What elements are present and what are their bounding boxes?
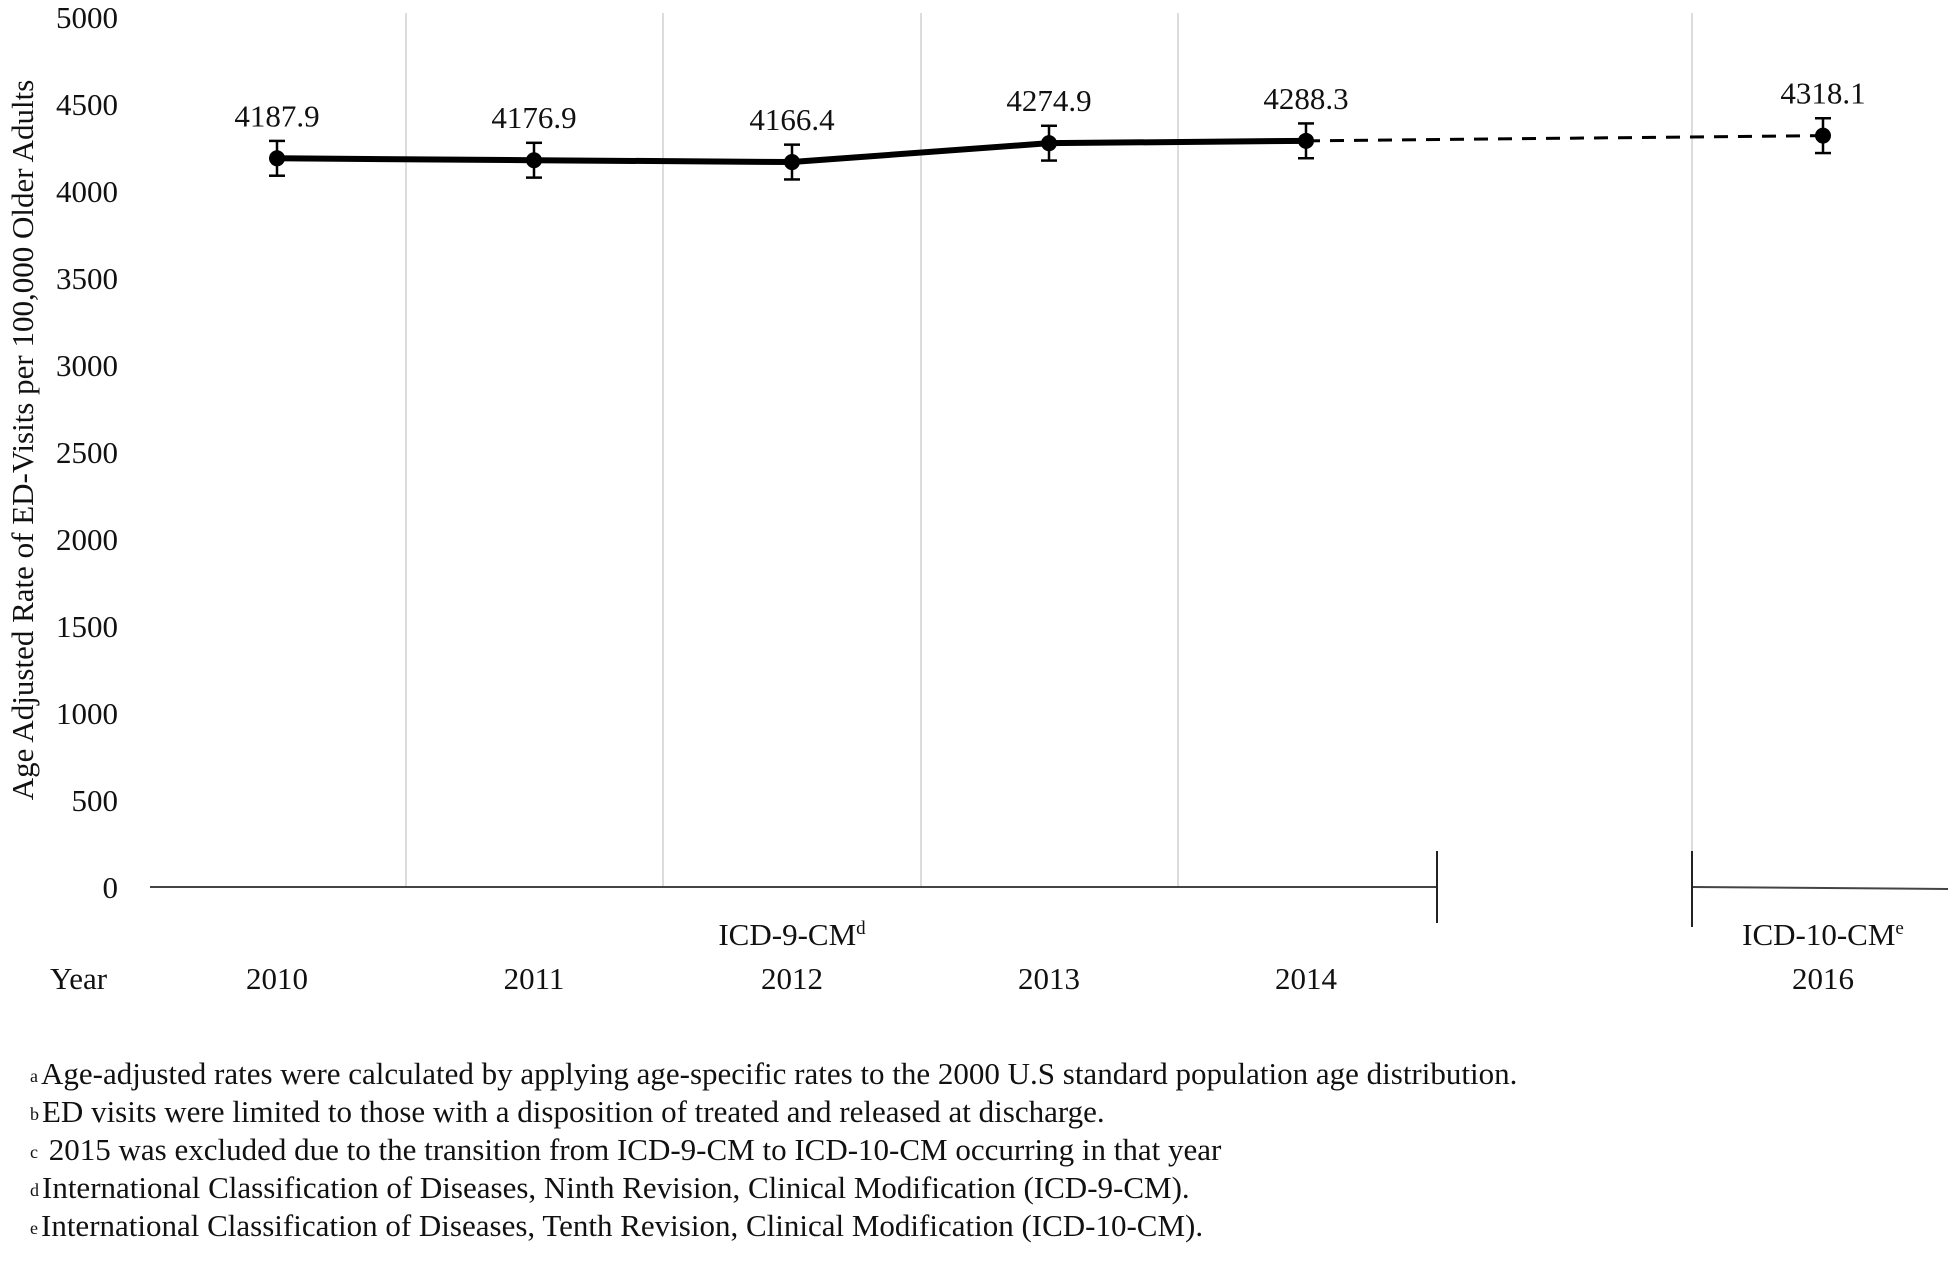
data-point <box>1815 127 1831 144</box>
footnote-text: International Classification of Diseases… <box>42 1170 1190 1205</box>
coding-group-labels: ICD-9-CMd ICD-10-CMe <box>718 917 1904 952</box>
y-tick-label: 5000 <box>56 0 118 35</box>
data-label: 4187.9 <box>234 98 319 133</box>
y-tick-label: 2500 <box>56 435 118 470</box>
group-label-text: ICD-9-CM <box>718 917 856 952</box>
footnote-c: c 2015 was excluded due to the transitio… <box>30 1131 1930 1169</box>
footnote-mark: b <box>30 1104 39 1124</box>
group-label-text: ICD-10-CM <box>1742 917 1895 952</box>
x-tick-label: 2012 <box>761 961 823 996</box>
data-label: 4274.9 <box>1006 83 1091 118</box>
x-tick-label: 2011 <box>504 961 565 996</box>
y-tick-label: 1500 <box>56 609 118 644</box>
footnote-text: ED visits were limited to those with a d… <box>42 1094 1105 1129</box>
data-point <box>269 150 285 167</box>
footnote-mark: d <box>30 1180 39 1200</box>
y-tick-label: 3500 <box>56 261 118 296</box>
footnote-mark: a <box>30 1066 38 1086</box>
x-axis-ticks: 2010 2011 2012 2013 2014 2016 <box>246 961 1854 996</box>
footnote-a: aAge-adjusted rates were calculated by a… <box>30 1055 1930 1093</box>
footnote-d: dInternational Classification of Disease… <box>30 1169 1930 1207</box>
y-tick-label: 500 <box>72 783 119 818</box>
x-tick-label: 2013 <box>1018 961 1080 996</box>
footnote-mark: e <box>30 1218 38 1238</box>
coding-group-label: ICD-9-CMd <box>718 917 866 952</box>
footnote-e: eInternational Classification of Disease… <box>30 1207 1930 1245</box>
footnote-mark: c <box>30 1142 38 1162</box>
x-axis-line <box>1691 886 1949 890</box>
footnote-text: 2015 was excluded due to the transition … <box>41 1132 1222 1167</box>
x-axis <box>150 851 1949 927</box>
y-tick-label: 4500 <box>56 87 118 122</box>
data-point <box>1298 132 1314 149</box>
footnotes: aAge-adjusted rates were calculated by a… <box>30 1055 1930 1245</box>
data-label: 4176.9 <box>491 100 576 135</box>
y-tick-label: 3000 <box>56 348 118 383</box>
footnote-text: International Classification of Diseases… <box>41 1208 1204 1243</box>
y-tick-label: 2000 <box>56 522 118 557</box>
line-chart: 0 500 1000 1500 2000 2500 3000 3500 4000 4500 5000… <box>5 0 1949 996</box>
y-tick-label: 4000 <box>56 174 118 209</box>
y-tick-label: 0 <box>103 870 119 905</box>
y-tick-label: 1000 <box>56 696 118 731</box>
series-line-dashed <box>1305 134 1824 143</box>
data-label: 4318.1 <box>1780 76 1865 111</box>
data-point <box>526 152 542 169</box>
group-label-superscript: d <box>856 918 866 939</box>
y-axis-title: Age Adjusted Rate of ED-Visits per 100,0… <box>5 80 40 801</box>
x-tick-label: 2014 <box>1275 961 1338 996</box>
data-label: 4166.4 <box>749 102 835 137</box>
data-points <box>269 127 1831 171</box>
y-axis-ticks: 0 500 1000 1500 2000 2500 3000 3500 4000 4500 5000 <box>56 0 118 905</box>
footnote-b: bED visits were limited to those with a … <box>30 1093 1930 1131</box>
data-labels: 4187.9 4176.9 4166.4 4274.9 4288.3 4318.1 <box>234 76 1865 137</box>
data-point <box>1041 135 1057 152</box>
x-tick-label: 2010 <box>246 961 308 996</box>
data-point <box>784 154 800 171</box>
x-axis-title: Year <box>50 961 108 996</box>
group-label-superscript: e <box>1895 918 1903 939</box>
coding-group-label: ICD-10-CMe <box>1742 917 1904 952</box>
footnote-text: Age-adjusted rates were calculated by ap… <box>41 1056 1518 1091</box>
data-label: 4288.3 <box>1263 81 1348 116</box>
x-tick-label: 2016 <box>1792 961 1854 996</box>
